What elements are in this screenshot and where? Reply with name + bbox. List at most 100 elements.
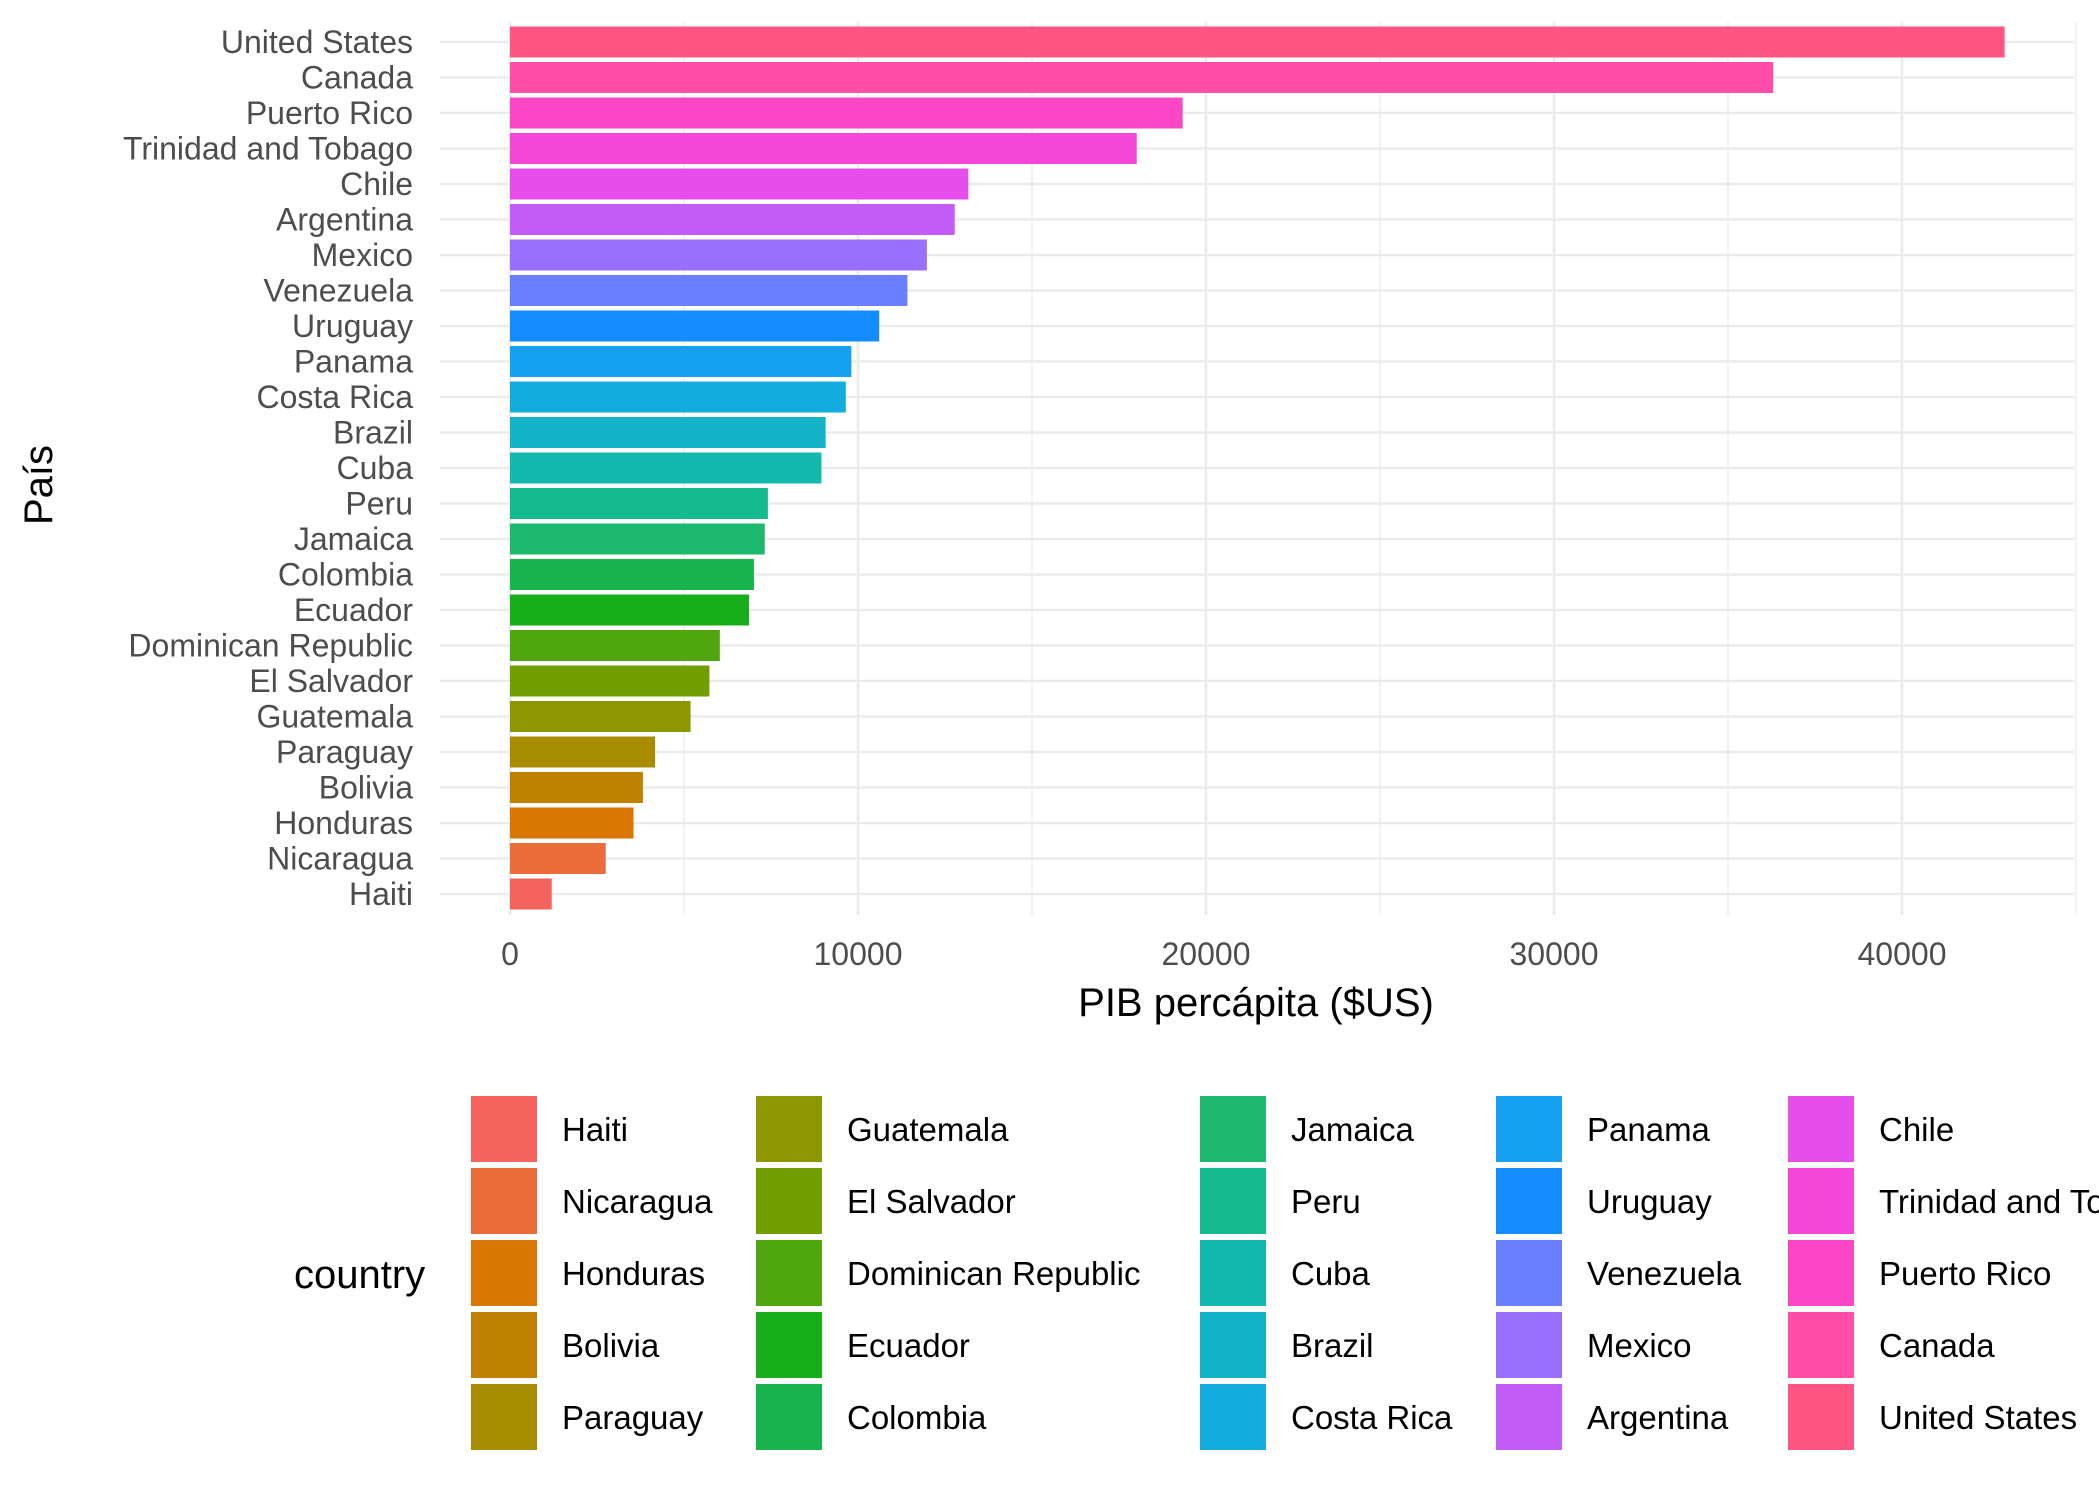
bar <box>510 736 656 768</box>
y-tick-label: Dominican Republic <box>128 628 413 664</box>
legend-label: Ecuador <box>847 1327 970 1364</box>
y-tick-label: Venezuela <box>264 273 414 309</box>
bar <box>510 346 852 377</box>
legend-key <box>471 1384 537 1450</box>
legend-key <box>1200 1240 1266 1306</box>
legend-key <box>1788 1168 1854 1234</box>
y-tick-label: Bolivia <box>319 770 413 806</box>
bar <box>510 133 1137 164</box>
bar <box>510 239 927 271</box>
legend-key <box>1788 1096 1854 1162</box>
legend-key <box>756 1096 822 1162</box>
bar <box>510 488 768 519</box>
legend-key <box>1788 1240 1854 1306</box>
y-tick-label: Paraguay <box>276 734 413 770</box>
legend-label: Peru <box>1291 1183 1361 1220</box>
legend-label: Panama <box>1587 1111 1711 1148</box>
bar <box>510 630 720 661</box>
legend-label: Puerto Rico <box>1879 1255 2051 1292</box>
x-axis-title: PIB percápita ($US) <box>1078 981 1434 1025</box>
legend-label: Chile <box>1879 1111 1954 1148</box>
y-tick-label: Ecuador <box>294 592 414 628</box>
bar <box>510 310 880 342</box>
bar <box>510 665 710 697</box>
y-tick-label: Mexico <box>312 237 413 273</box>
y-tick-label: Haiti <box>349 876 413 912</box>
legend-label: Haiti <box>562 1111 628 1148</box>
legend-label: Canada <box>1879 1327 1995 1364</box>
y-tick-label: Uruguay <box>292 308 413 344</box>
legend-label: Colombia <box>847 1399 987 1436</box>
legend-key <box>756 1384 822 1450</box>
y-tick-label: El Salvador <box>249 663 413 699</box>
legend: Haiti Nicaragua Honduras Bolivia Paraguay Gua… <box>471 1096 2099 1450</box>
bar <box>510 275 908 306</box>
bar <box>510 417 826 448</box>
legend-key <box>471 1096 537 1162</box>
legend-title: country <box>294 1253 425 1297</box>
legend-key <box>756 1312 822 1378</box>
bar <box>510 26 2005 58</box>
legend-label: Bolivia <box>562 1327 660 1364</box>
y-axis-title: País <box>17 445 61 525</box>
bar <box>510 204 955 235</box>
legend-key <box>1200 1096 1266 1162</box>
legend-key <box>1496 1384 1562 1450</box>
x-tick-label: 0 <box>501 936 519 972</box>
legend-label: Nicaragua <box>562 1183 713 1220</box>
legend-key <box>471 1168 537 1234</box>
bar <box>510 701 691 732</box>
legend-label: Costa Rica <box>1291 1399 1453 1436</box>
bar <box>510 843 606 874</box>
legend-key <box>1200 1384 1266 1450</box>
bars <box>510 26 2005 910</box>
x-tick-label: 20000 <box>1162 936 1251 972</box>
legend-key <box>756 1240 822 1306</box>
x-axis-tick-labels: 0 10000 20000 30000 40000 <box>501 936 1946 972</box>
legend-label: Jamaica <box>1291 1111 1415 1148</box>
bar <box>510 594 750 626</box>
legend-label: United States <box>1879 1399 2077 1436</box>
y-tick-label: Chile <box>340 166 413 202</box>
bar <box>510 878 552 910</box>
x-tick-label: 10000 <box>814 936 903 972</box>
bar <box>510 97 1183 129</box>
y-tick-label: Colombia <box>278 557 413 593</box>
legend-key <box>1496 1312 1562 1378</box>
legend-label: Dominican Republic <box>847 1255 1140 1292</box>
legend-key <box>756 1168 822 1234</box>
legend-key <box>1788 1312 1854 1378</box>
bar <box>510 523 765 555</box>
legend-key <box>1200 1168 1266 1234</box>
x-tick-label: 30000 <box>1510 936 1599 972</box>
legend-label: Brazil <box>1291 1327 1374 1364</box>
bar <box>510 807 634 839</box>
legend-key <box>471 1240 537 1306</box>
legend-key <box>1496 1240 1562 1306</box>
y-tick-label: Argentina <box>276 202 413 238</box>
y-tick-label: Cuba <box>337 450 414 486</box>
legend-label: Trinidad and Tobago <box>1879 1183 2099 1220</box>
y-tick-label: Puerto Rico <box>246 95 413 131</box>
legend-label: Venezuela <box>1587 1255 1742 1292</box>
bar <box>510 772 643 803</box>
legend-label: Paraguay <box>562 1399 704 1436</box>
bar <box>510 452 822 484</box>
legend-label: Mexico <box>1587 1327 1692 1364</box>
legend-label: Argentina <box>1587 1399 1729 1436</box>
y-tick-label: Trinidad and Tobago <box>123 131 413 167</box>
y-tick-label: Canada <box>301 60 413 96</box>
legend-key <box>1496 1168 1562 1234</box>
bar <box>510 381 846 413</box>
y-tick-label: Peru <box>345 486 413 522</box>
legend-label: Uruguay <box>1587 1183 1712 1220</box>
bar <box>510 559 754 590</box>
legend-key <box>1788 1384 1854 1450</box>
y-tick-label: Jamaica <box>294 521 413 557</box>
legend-label: Cuba <box>1291 1255 1371 1292</box>
y-tick-label: Costa Rica <box>257 379 414 415</box>
legend-key <box>1200 1312 1266 1378</box>
legend-key <box>471 1312 537 1378</box>
